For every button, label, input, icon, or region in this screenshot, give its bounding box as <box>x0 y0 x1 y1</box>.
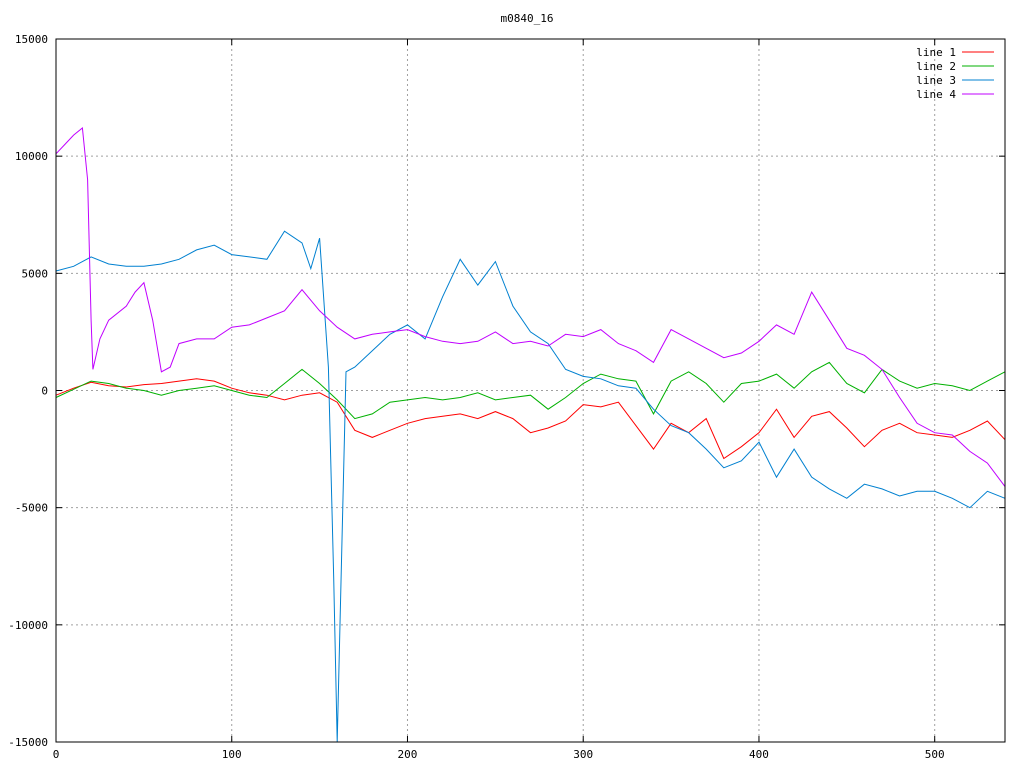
x-tick-label: 0 <box>53 748 60 761</box>
series-line-1 <box>55 378 1006 460</box>
legend-label: line 4 <box>916 88 956 101</box>
legend-label: line 3 <box>916 74 956 87</box>
plot-frame <box>55 38 1006 743</box>
chart-title: m0840_16 <box>501 12 554 25</box>
x-tick-label: 300 <box>573 748 593 761</box>
y-tick-label: -10000 <box>8 619 48 632</box>
y-tick-label: 15000 <box>15 33 48 46</box>
legend-label: line 1 <box>916 46 956 59</box>
y-tick-label: 5000 <box>22 267 49 280</box>
legend-label: line 2 <box>916 60 956 73</box>
y-tick-label: 0 <box>41 385 48 398</box>
axis-ticks: 0 100 200 300 400 500 -15000 -10000 -5000 0 5000 10… <box>8 33 1005 761</box>
series-line-4 <box>55 127 1006 487</box>
series-line-3 <box>55 230 1006 743</box>
y-tick-label: -5000 <box>15 502 48 515</box>
y-tick-label: -15000 <box>8 736 48 749</box>
x-tick-label: 200 <box>398 748 418 761</box>
x-tick-label: 500 <box>925 748 945 761</box>
series-layer <box>55 127 1006 743</box>
x-tick-label: 100 <box>222 748 242 761</box>
x-tick-label: 400 <box>749 748 769 761</box>
series-line-2 <box>55 361 1006 420</box>
grid-lines <box>56 39 1005 742</box>
y-tick-label: 10000 <box>15 150 48 163</box>
